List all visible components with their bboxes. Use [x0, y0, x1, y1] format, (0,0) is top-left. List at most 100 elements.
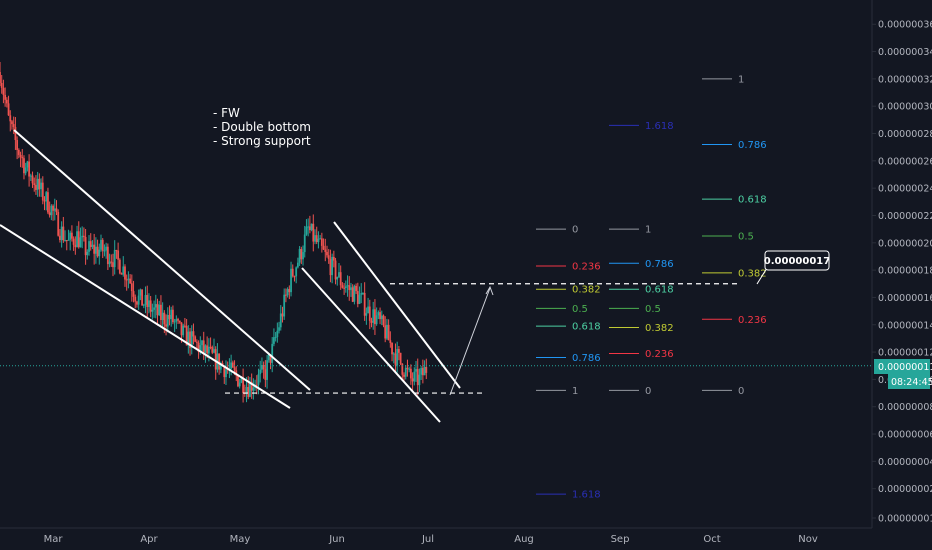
- candle-body: [401, 363, 404, 375]
- candle-body: [67, 239, 70, 241]
- time-tick-label: Mar: [44, 534, 64, 545]
- price-tick-label: 0.00000030: [878, 102, 932, 113]
- last-price-label: 0.00000011: [878, 362, 932, 373]
- price-tick-label: 0.00000018: [878, 266, 932, 277]
- candle-body: [50, 205, 53, 216]
- callout-pointer: [756, 267, 768, 285]
- price-tick-label: 0.00000012: [878, 348, 932, 359]
- candle-body: [168, 314, 171, 320]
- candle-body: [315, 235, 318, 243]
- price-tick-label: 0.00000001: [878, 514, 932, 525]
- price-axis[interactable]: 0.00000036 0.00000034 0.00000032 0.00000030…: [871, 0, 932, 528]
- price-tick-label: 0.00000020: [878, 238, 932, 249]
- candle-body: [403, 374, 405, 377]
- projection-arrow-line[interactable]: [449, 287, 491, 396]
- candle-body: [124, 266, 126, 280]
- candle-body: [293, 276, 296, 278]
- candle-body: [351, 287, 354, 302]
- annotation-notes[interactable]: - FW - Double bottom - Strong support: [213, 106, 311, 148]
- fib-level-label: 0.382: [572, 285, 601, 296]
- candle-body: [223, 366, 226, 378]
- candle-body: [17, 149, 20, 155]
- candle-body: [197, 342, 200, 353]
- candle-body: [88, 241, 90, 252]
- price-tick-label: 0.00000002: [878, 484, 932, 495]
- candle-body: [77, 231, 80, 248]
- fib-level-label: 0.5: [645, 304, 661, 315]
- candle-body: [103, 250, 106, 252]
- time-axis[interactable]: Mar Apr May Jun Jul Aug Sep Oct Nov: [0, 527, 872, 545]
- wedge-upper-line[interactable]: [333, 221, 461, 389]
- candle-body: [237, 375, 239, 387]
- callout-box: [764, 250, 830, 271]
- fibonacci-levels[interactable]: 0 0.236 0.382 0.5 0.618 0.786 1 1.618 1.618 1 0.78…: [536, 74, 767, 501]
- candle-body: [273, 337, 275, 344]
- fib-level-label: 0: [645, 386, 651, 397]
- candle-body: [207, 346, 210, 354]
- candle-body: [420, 368, 423, 375]
- fib-level-label: 1.618: [572, 490, 601, 501]
- candle-body: [4, 94, 7, 100]
- candle-body: [370, 320, 373, 323]
- candle-body: [19, 154, 22, 157]
- candle-body: [9, 115, 12, 122]
- candle-body: [166, 314, 169, 327]
- candle-body: [269, 354, 272, 363]
- candle-body: [377, 312, 380, 316]
- candle-body: [5, 99, 8, 104]
- wedge-lower-line[interactable]: [301, 267, 441, 423]
- time-tick-label: Apr: [140, 534, 158, 545]
- candle-body: [120, 273, 123, 275]
- candle-body: [192, 331, 195, 337]
- channel-upper-line[interactable]: [13, 129, 311, 391]
- candle-body: [314, 235, 316, 242]
- candle-body: [130, 283, 133, 292]
- candle-body: [331, 256, 334, 276]
- candle-body: [24, 167, 27, 174]
- candle-body: [267, 354, 270, 361]
- candle-body: [185, 325, 188, 346]
- candle-body: [339, 272, 342, 286]
- candle-body: [0, 72, 1, 83]
- candle-body: [389, 340, 392, 343]
- target-callout[interactable]: 0.00000017: [756, 250, 830, 285]
- candle-body: [355, 285, 357, 292]
- candle-body: [358, 294, 361, 304]
- candle-body: [375, 315, 378, 325]
- candle-body: [28, 161, 31, 177]
- candle-body: [416, 369, 419, 386]
- candle-body: [35, 184, 37, 190]
- candle-body: [290, 268, 292, 293]
- candle-body: [380, 315, 383, 320]
- candle-body: [94, 246, 97, 254]
- channel-lower-line[interactable]: [0, 224, 291, 409]
- candle-body: [382, 315, 385, 326]
- price-tick-label: 0.00000024: [878, 184, 932, 195]
- candle-body: [201, 340, 203, 346]
- price-tick-label: 0.00000022: [878, 211, 932, 222]
- countdown-label: 08:24:45: [891, 377, 932, 388]
- candle-body: [142, 304, 145, 306]
- fib-level-label: 1: [738, 74, 744, 85]
- candle-body: [40, 182, 42, 190]
- candle-body: [106, 246, 109, 265]
- candle-body: [363, 292, 366, 316]
- candle-body: [285, 294, 287, 296]
- fib-level-label: 0.786: [572, 353, 601, 364]
- time-tick-label: Aug: [514, 534, 534, 545]
- candle-body: [71, 232, 73, 239]
- candle-body: [322, 245, 325, 250]
- time-tick-label: Sep: [611, 534, 630, 545]
- fib-level-label: 0.236: [572, 262, 601, 273]
- candle-body: [214, 349, 217, 370]
- candle-body: [233, 367, 236, 371]
- fib-level-label: 0: [738, 386, 744, 397]
- note-line: - Strong support: [213, 134, 311, 148]
- candle-body: [76, 231, 78, 248]
- candle-body: [362, 292, 364, 294]
- candle-body: [264, 369, 267, 380]
- candle-body: [238, 382, 241, 387]
- trendline-drawings[interactable]: [0, 129, 740, 423]
- candle-body: [271, 343, 274, 363]
